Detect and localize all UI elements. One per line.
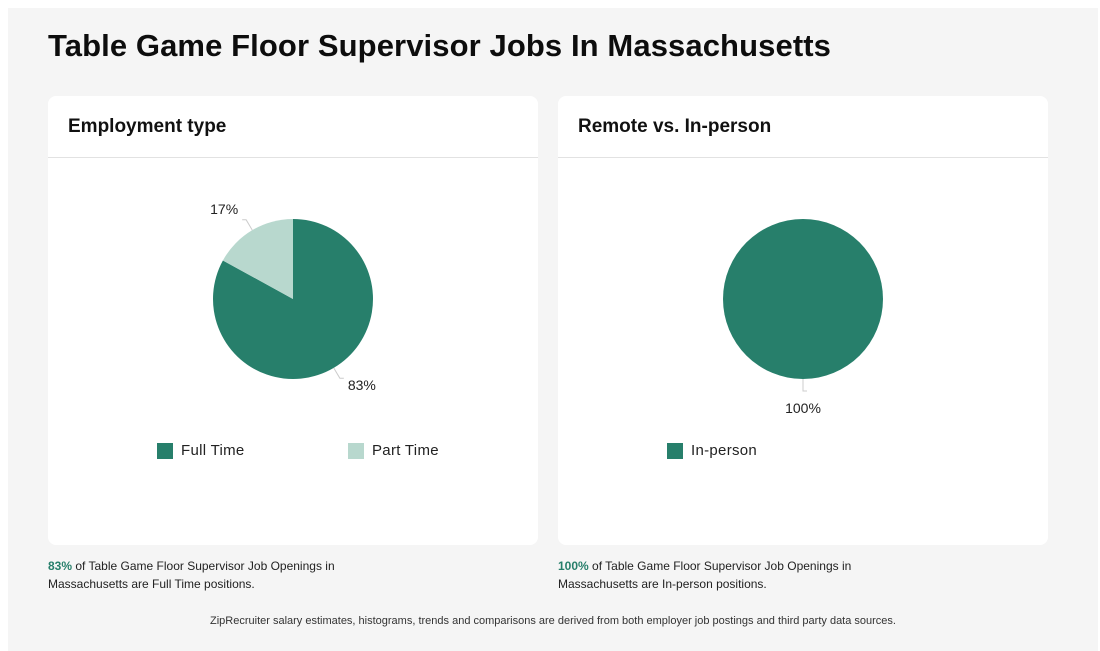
- part-time-swatch: [348, 442, 364, 459]
- employment-type-card: Employment type 83% 17% Full Time Part Ti…: [48, 96, 538, 545]
- pie-slice-part-time: [222, 219, 293, 299]
- pie-label-full-time: 83%: [348, 377, 376, 393]
- remote-card-title: Remote vs. In-person: [578, 115, 772, 137]
- full-time-swatch: [157, 442, 173, 459]
- legend-label-in-person: In-person: [691, 442, 758, 459]
- legend-item-in-person: In-person: [667, 442, 757, 459]
- employment-caption: 83% of Table Game Floor Supervisor Job O…: [48, 557, 368, 593]
- pie-slice-full-time: [213, 219, 374, 379]
- employment-caption-text: of Table Game Floor Supervisor Job Openi…: [48, 559, 335, 591]
- legend-item-full-time: Full Time: [157, 442, 245, 459]
- remote-caption-pct: 100%: [558, 559, 589, 573]
- legend-label-part-time: Part Time: [372, 442, 439, 459]
- leader-line-in-person: [802, 379, 807, 392]
- pie-label-in-person: 100%: [785, 400, 821, 416]
- pie-label-part-time: 17%: [210, 201, 238, 217]
- employment-card-title: Employment type: [68, 115, 227, 137]
- leader-line-part-time: [242, 219, 253, 231]
- employment-card-header: Employment type: [48, 96, 538, 158]
- leader-line-full-time: [333, 367, 344, 379]
- pie-slice-in-person: [723, 219, 883, 379]
- remote-vs-in-person-card: Remote vs. In-person 100% In-person: [558, 96, 1048, 545]
- page-title: Table Game Floor Supervisor Jobs In Mass…: [48, 28, 832, 63]
- in-person-swatch: [667, 442, 683, 459]
- legend-item-part-time: Part Time: [348, 442, 439, 459]
- remote-card-header: Remote vs. In-person: [558, 96, 1048, 158]
- page-frame: Table Game Floor Supervisor Jobs In Mass…: [8, 8, 1098, 651]
- employment-caption-pct: 83%: [48, 559, 73, 573]
- employment-pie-chart: 83% 17%: [210, 201, 376, 393]
- footer-disclaimer: ZipRecruiter salary estimates, histogram…: [210, 615, 896, 627]
- remote-caption: 100% of Table Game Floor Supervisor Job …: [558, 557, 878, 593]
- remote-pie-chart: 100%: [723, 219, 883, 416]
- legend-label-full-time: Full Time: [181, 442, 245, 459]
- remote-caption-text: of Table Game Floor Supervisor Job Openi…: [558, 559, 852, 591]
